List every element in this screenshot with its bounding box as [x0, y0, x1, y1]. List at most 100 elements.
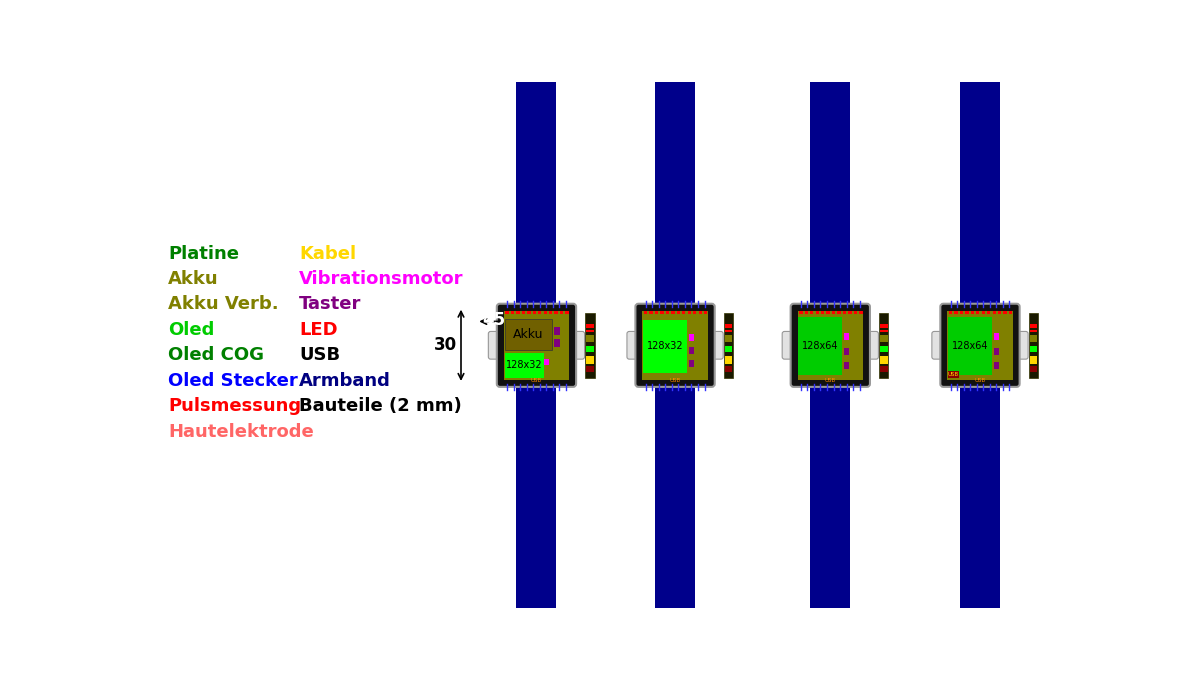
Bar [1030, 330, 1037, 332]
Bar [948, 317, 992, 375]
Bar [948, 372, 959, 378]
Bar [504, 353, 544, 378]
FancyBboxPatch shape [932, 331, 944, 359]
FancyBboxPatch shape [488, 331, 500, 359]
Bar [880, 313, 888, 378]
Bar [838, 311, 841, 314]
Bar [689, 347, 694, 354]
Bar [994, 333, 998, 340]
Text: 128x32: 128x32 [647, 341, 683, 351]
Bar [954, 311, 958, 314]
Bar [655, 311, 659, 314]
Bar [821, 311, 824, 314]
Bar [586, 346, 594, 352]
Bar [504, 319, 552, 350]
Text: 45: 45 [482, 311, 505, 329]
Text: USB: USB [948, 372, 959, 377]
Text: Akku: Akku [514, 329, 544, 342]
FancyBboxPatch shape [626, 331, 640, 359]
Bar [725, 330, 732, 332]
Bar [655, 384, 695, 622]
Bar [1009, 311, 1013, 314]
Bar [586, 335, 594, 342]
Bar [848, 311, 852, 314]
Bar [516, 68, 557, 307]
Text: USB: USB [530, 378, 542, 383]
Bar [554, 327, 560, 335]
Bar [725, 335, 732, 342]
FancyBboxPatch shape [866, 331, 878, 359]
Bar [689, 334, 694, 341]
Bar [704, 311, 707, 314]
Bar [960, 384, 1000, 622]
Bar [660, 311, 664, 314]
Bar [1030, 356, 1037, 363]
Bar [545, 359, 550, 365]
Text: Taster: Taster [299, 296, 361, 313]
Bar [976, 311, 979, 314]
Bar [689, 361, 694, 367]
Text: Oled: Oled [168, 321, 215, 339]
Bar [533, 311, 536, 314]
Bar [810, 311, 814, 314]
Bar [947, 311, 1013, 380]
Bar [688, 311, 691, 314]
Bar [671, 311, 674, 314]
Text: 128x64: 128x64 [952, 341, 989, 351]
Bar [805, 311, 808, 314]
Bar [644, 311, 647, 314]
Bar [725, 365, 732, 372]
Bar [554, 311, 558, 314]
Bar [516, 384, 557, 622]
Bar [827, 311, 830, 314]
Bar [554, 339, 560, 347]
Bar [586, 324, 594, 328]
Bar [880, 330, 888, 332]
Bar [516, 311, 520, 314]
Text: Kabel: Kabel [299, 245, 356, 263]
Text: 128x64: 128x64 [802, 341, 839, 351]
Bar [724, 313, 733, 378]
FancyBboxPatch shape [1015, 331, 1028, 359]
Bar [971, 311, 974, 314]
Bar [586, 356, 594, 363]
Bar [1030, 365, 1037, 372]
Text: Oled COG: Oled COG [168, 346, 264, 364]
Text: 128x32: 128x32 [505, 361, 542, 370]
Bar [522, 311, 526, 314]
Bar [698, 311, 702, 314]
Text: USB: USB [299, 346, 341, 364]
Text: Vibrationsmotor: Vibrationsmotor [299, 270, 463, 288]
Bar [1003, 311, 1007, 314]
FancyBboxPatch shape [782, 331, 794, 359]
Text: Armband: Armband [299, 372, 391, 390]
Bar [511, 311, 514, 314]
Bar [960, 311, 964, 314]
Text: Pulsmessung: Pulsmessung [168, 397, 301, 415]
Text: LED: LED [299, 321, 338, 339]
Bar [832, 311, 835, 314]
Bar [586, 313, 594, 378]
FancyBboxPatch shape [941, 304, 1020, 387]
Text: Akku Verb.: Akku Verb. [168, 296, 280, 313]
Bar [965, 311, 968, 314]
Bar [799, 311, 803, 314]
Bar [586, 330, 594, 332]
Bar [844, 333, 850, 340]
Text: Platine: Platine [168, 245, 240, 263]
Text: USB: USB [824, 378, 836, 383]
Bar [880, 356, 888, 363]
Bar [504, 311, 569, 380]
Bar [586, 365, 594, 372]
FancyBboxPatch shape [497, 304, 576, 387]
Bar [842, 311, 846, 314]
Bar [994, 348, 998, 355]
Bar [880, 324, 888, 328]
Bar [949, 311, 953, 314]
Bar [560, 311, 563, 314]
Text: USB: USB [670, 378, 680, 383]
Bar [642, 311, 708, 380]
Bar [844, 363, 850, 370]
FancyBboxPatch shape [791, 304, 870, 387]
Bar [725, 356, 732, 363]
